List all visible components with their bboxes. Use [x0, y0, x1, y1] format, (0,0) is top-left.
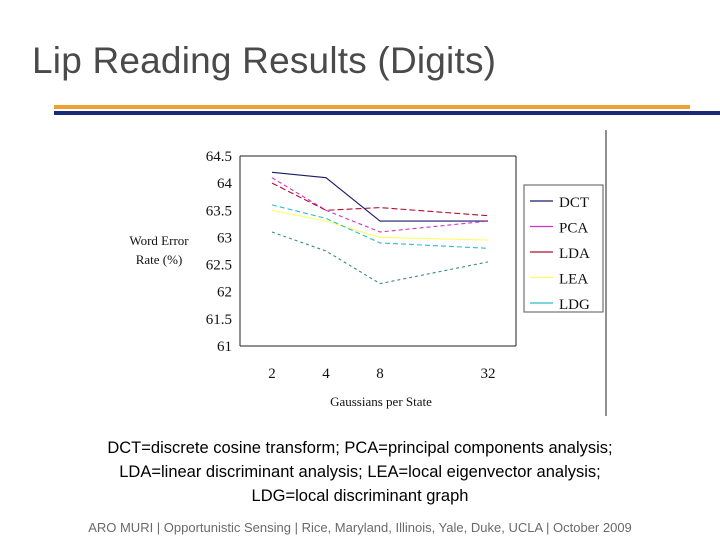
series-line-lea [271, 209, 489, 241]
caption-line-2: LDA=linear discriminant analysis; LEA=lo… [119, 463, 601, 481]
series-line-unlabeled [271, 231, 489, 285]
series-line-dct [271, 171, 488, 222]
series-line-ldg [271, 204, 489, 249]
legend-label-ldg: LDG [559, 297, 590, 313]
y-axis-label-line1: Word Error [129, 233, 189, 248]
x-tick-label: 4 [322, 366, 330, 382]
legend-box [523, 184, 604, 313]
x-tick-label: 8 [376, 366, 384, 382]
legend-label-lea: LEA [559, 272, 588, 288]
caption: DCT=discrete cosine transform; PCA=princ… [0, 436, 720, 508]
y-tick-label: 63.5 [206, 203, 232, 219]
legend-label-lda: LDA [559, 246, 590, 262]
navy-divider [54, 111, 720, 115]
orange-divider [54, 105, 690, 109]
caption-line-3: LDG=local discriminant graph [251, 487, 469, 505]
y-tick-label: 62 [217, 285, 232, 301]
y-tick-label: 63 [217, 230, 232, 246]
series-line-pca [271, 177, 489, 233]
y-tick-label: 64 [217, 176, 233, 192]
y-tick-label: 61.5 [206, 312, 232, 328]
footer: ARO MURI | Opportunistic Sensing | Rice,… [88, 520, 632, 535]
y-tick-label: 64.5 [206, 149, 232, 165]
y-tick-label: 62.5 [206, 258, 232, 274]
y-axis-label-line2: Rate (%) [136, 252, 183, 267]
y-tick-label: 61 [217, 339, 232, 355]
legend-label-pca: PCA [559, 221, 588, 237]
legend-label-dct: DCT [559, 195, 589, 211]
series-line-lda [271, 182, 489, 217]
slide-title: Lip Reading Results (Digits) [32, 40, 497, 81]
x-tick-label: 2 [268, 366, 276, 382]
caption-line-1: DCT=discrete cosine transform; PCA=princ… [107, 439, 613, 457]
x-tick-label: 32 [481, 366, 496, 382]
x-axis-label: Gaussians per State [330, 394, 432, 409]
